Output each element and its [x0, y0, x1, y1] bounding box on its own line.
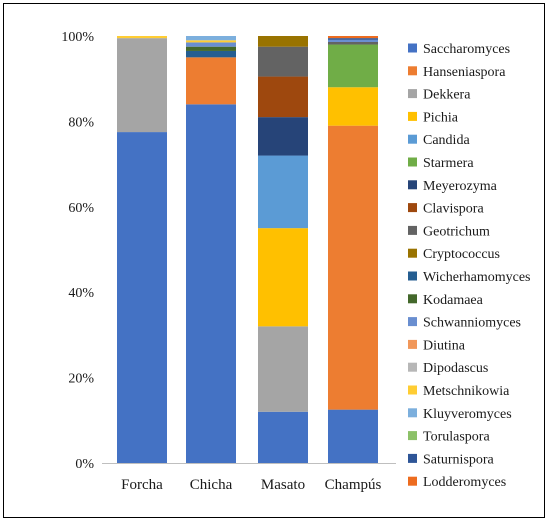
y-tick-label: 40%: [68, 286, 94, 301]
bar-segment-metschnikowia: [117, 36, 167, 39]
legend-swatch: [408, 248, 417, 258]
bar-segment-saccharomyces: [328, 409, 378, 463]
legend-label: Lodderomyces: [423, 475, 506, 490]
legend-label: Saccharomyces: [423, 42, 510, 57]
legend-swatch: [408, 157, 417, 167]
legend-swatch: [408, 225, 417, 235]
bar-segment-schwanniomyces: [186, 42, 236, 47]
legend-swatch: [408, 362, 417, 372]
legend-swatch: [408, 203, 417, 213]
bar-segment-saccharomyces: [186, 104, 236, 463]
bar-segment-hanseniaspora: [328, 125, 378, 410]
legend-swatch: [408, 66, 417, 76]
legend: Saccharomyces Hanseniaspora Dekkera Pichia C…: [408, 42, 531, 490]
bar-segment-dekkera: [258, 326, 308, 412]
legend-label: Cryptococcus: [423, 247, 500, 262]
bar-segment-dekkera: [117, 38, 167, 133]
legend-label: Kluyveromyces: [423, 407, 512, 422]
legend-swatch: [408, 431, 417, 441]
bar-segment-pichia: [258, 228, 308, 327]
y-tick-label: 100%: [61, 30, 94, 45]
legend-label: Clavispora: [423, 202, 484, 217]
legend-label: Saturnispora: [423, 452, 495, 467]
bar-segment-cryptococcus: [258, 36, 308, 47]
x-axis: Forcha Chicha Masato Champús: [102, 463, 396, 493]
legend-swatch: [408, 43, 417, 53]
bar-segment-kodamaea: [186, 46, 236, 51]
legend-swatch: [408, 89, 417, 99]
legend-label: Pichia: [423, 110, 459, 125]
bar-segment-hanseniaspora: [186, 57, 236, 105]
legend-swatch: [408, 453, 417, 463]
legend-swatch: [408, 339, 417, 349]
legend-label: Meyerozyma: [423, 179, 498, 194]
legend-label: Candida: [423, 133, 470, 148]
bar-segment-geotrichum: [328, 41, 378, 45]
bars: [117, 36, 378, 463]
legend-swatch: [408, 111, 417, 121]
bar-segment-clavispora: [258, 76, 308, 118]
x-tick-label: Forcha: [121, 477, 163, 493]
legend-label: Diutina: [423, 338, 466, 353]
x-tick-label: Masato: [261, 477, 305, 493]
legend-label: Hanseniaspora: [423, 65, 506, 80]
chart-frame: 0% 20% 40% 60% 80% 100% Forcha Chicha Masato Cha…: [3, 3, 545, 518]
bar-segment-candida: [258, 155, 308, 229]
legend-label: Schwanniomyces: [423, 316, 521, 331]
bar-segment-wicherhamomyces: [186, 50, 236, 58]
y-tick-label: 20%: [68, 372, 94, 387]
bar-segment-saturnispora: [328, 38, 378, 40]
y-tick-label: 80%: [68, 115, 94, 130]
legend-swatch: [408, 385, 417, 395]
bar-segment-meyerozyma: [258, 117, 308, 156]
legend-label: Geotrichum: [423, 224, 490, 239]
legend-swatch: [408, 408, 417, 418]
legend-swatch: [408, 476, 417, 486]
legend-label: Starmera: [423, 156, 474, 171]
x-tick-label: Chicha: [190, 477, 233, 493]
legend-swatch: [408, 294, 417, 304]
legend-label: Dekkera: [423, 88, 471, 103]
y-axis: 0% 20% 40% 60% 80% 100%: [61, 30, 94, 472]
bar-segment-kluyveromyces: [186, 36, 236, 41]
bar-segment-geotrichum: [258, 46, 308, 77]
stacked-bar-chart: 0% 20% 40% 60% 80% 100% Forcha Chicha Masato Cha…: [61, 30, 531, 493]
x-tick-label: Champús: [325, 477, 382, 493]
legend-swatch: [408, 271, 417, 281]
legend-label: Kodamaea: [423, 293, 484, 308]
legend-label: Metschnikowia: [423, 384, 510, 399]
legend-swatch: [408, 317, 417, 327]
bar-segment-pichia: [328, 87, 378, 126]
bar-segment-lodderomyces: [328, 36, 378, 39]
y-tick-label: 60%: [68, 201, 94, 216]
legend-swatch: [408, 180, 417, 190]
bar-segment-saccharomyces: [258, 411, 308, 463]
bar-segment-starmera: [328, 44, 378, 88]
y-tick-label: 0%: [75, 457, 94, 472]
bar-segment-metschnikowia: [186, 40, 236, 43]
legend-label: Wicherhamomyces: [423, 270, 531, 285]
bar-segment-schwanniomyces: [328, 39, 378, 42]
legend-swatch: [408, 134, 417, 144]
legend-label: Dipodascus: [423, 361, 488, 376]
legend-label: Torulaspora: [423, 430, 490, 445]
bar-segment-saccharomyces: [117, 132, 167, 463]
